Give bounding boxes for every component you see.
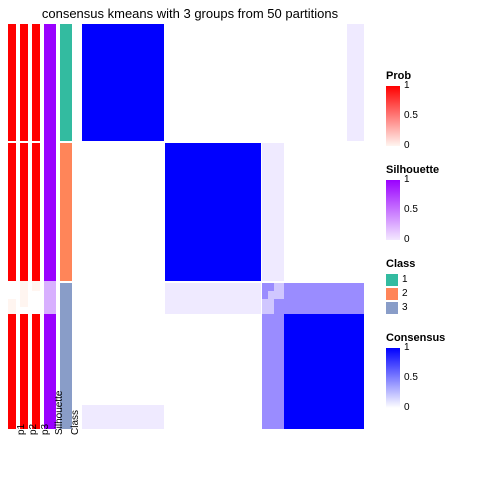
- page-title: consensus kmeans with 3 groups from 50 p…: [0, 6, 380, 21]
- legend-title: Class: [386, 258, 498, 270]
- xlabel: Class: [70, 410, 81, 435]
- legend-silhouette: Silhouette 10.50: [386, 164, 498, 240]
- anno-p3: [32, 24, 40, 429]
- legend-gradient: 10.50: [386, 86, 400, 146]
- anno-p1: [8, 24, 16, 429]
- legend-prob: Prob 10.50: [386, 70, 498, 146]
- legends-panel: Prob 10.50 Silhouette 10.50 Class 1 2 3 Co…: [386, 70, 498, 426]
- anno-Class: [60, 24, 72, 429]
- legend-gradient: 10.50: [386, 180, 400, 240]
- consensus-heatmap: [82, 24, 364, 429]
- xlabel: Silhouette: [54, 391, 65, 435]
- legend-title: Consensus: [386, 332, 498, 344]
- legend-gradient: 10.50: [386, 348, 400, 408]
- legend-swatch: 3: [386, 302, 498, 314]
- legend-swatch: 2: [386, 288, 498, 300]
- legend-class: Class 1 2 3: [386, 258, 498, 314]
- xlabel: p3: [40, 424, 51, 435]
- legend-title: Prob: [386, 70, 498, 82]
- xlabel: p2: [28, 424, 39, 435]
- xlabel: p1: [16, 424, 27, 435]
- legend-consensus: Consensus 10.50: [386, 332, 498, 408]
- legend-title: Silhouette: [386, 164, 498, 176]
- anno-Silhouette: [44, 24, 56, 429]
- legend-swatches: 1 2 3: [386, 274, 498, 314]
- anno-p2: [20, 24, 28, 429]
- legend-swatch: 1: [386, 274, 498, 286]
